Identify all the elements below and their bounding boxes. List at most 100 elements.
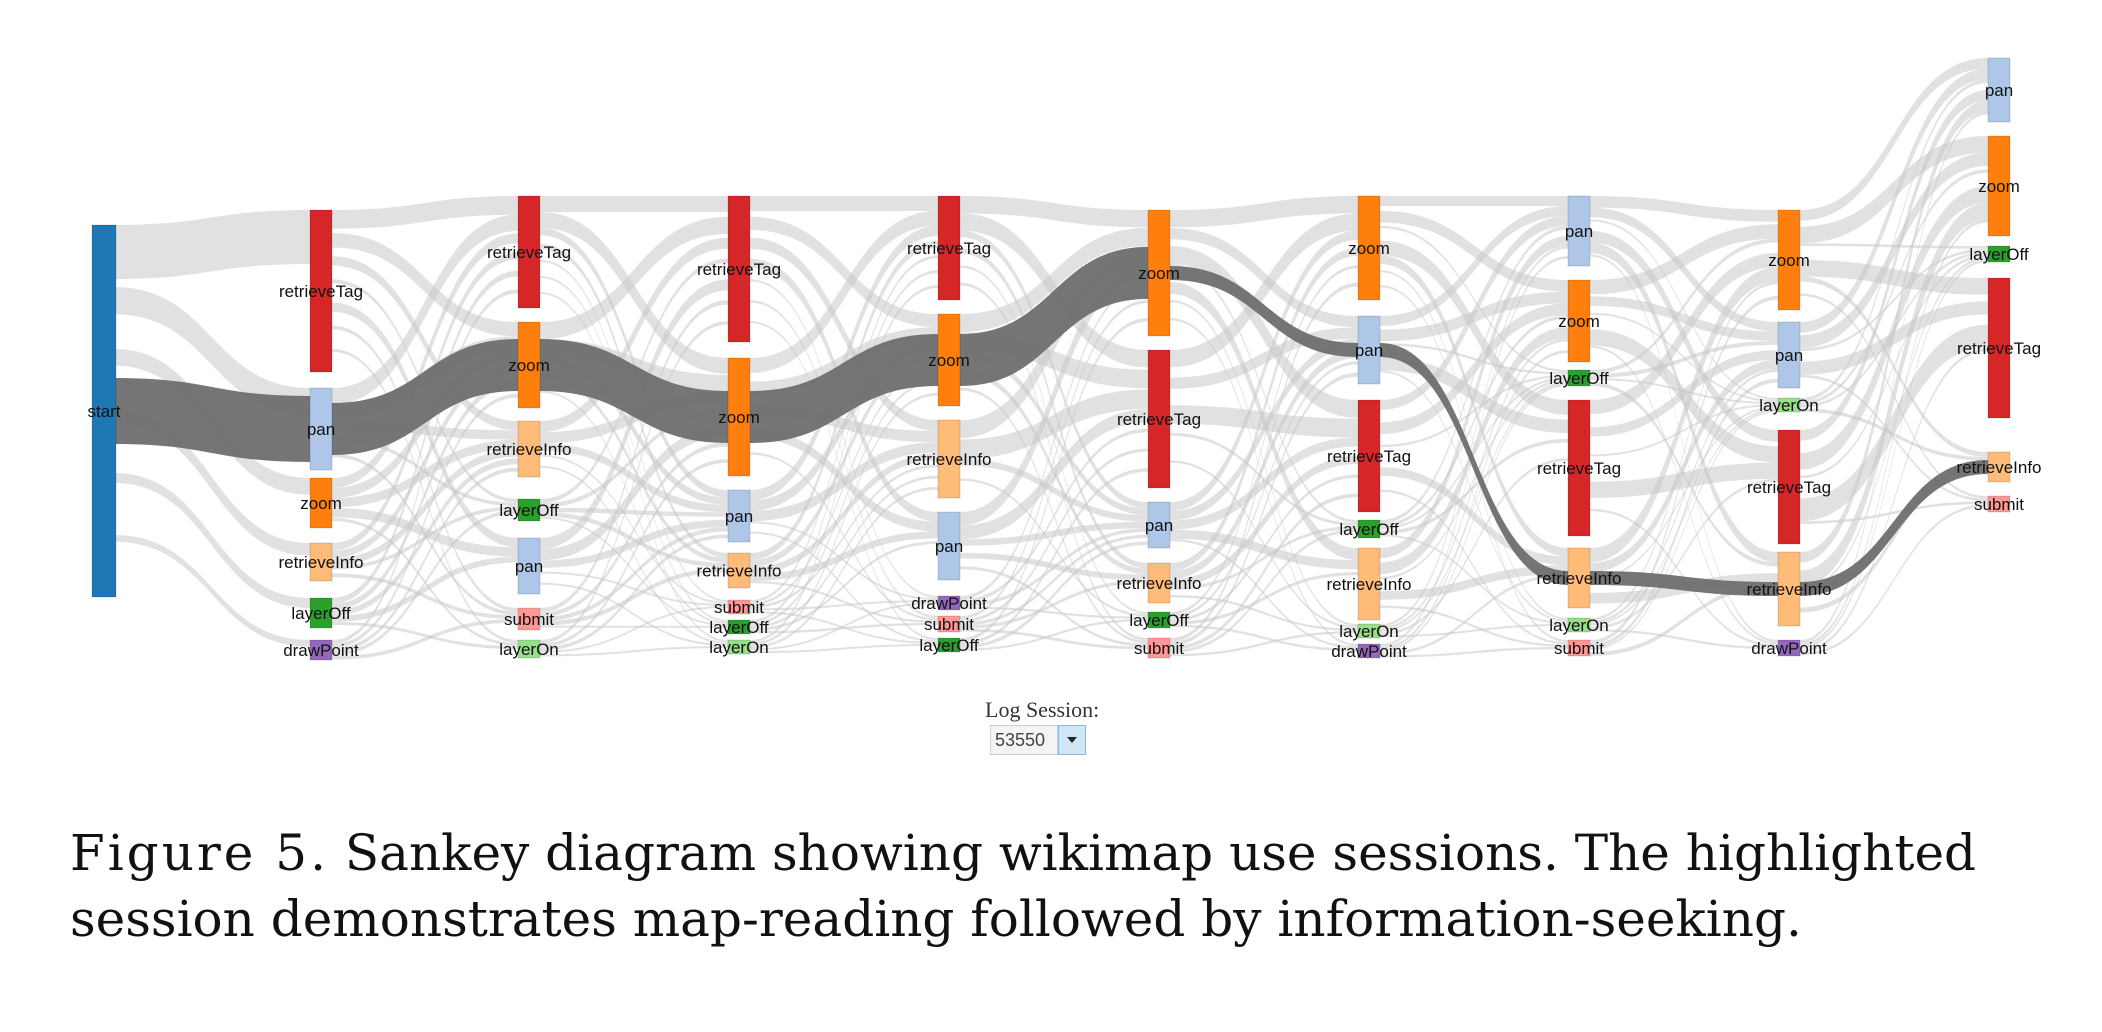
node-pan[interactable] xyxy=(309,387,333,471)
sankey-link xyxy=(1170,526,1358,590)
node-submit[interactable] xyxy=(1567,639,1591,657)
node-drawPoint[interactable] xyxy=(1777,639,1801,657)
node-retrieveTag[interactable] xyxy=(517,195,541,309)
sankey-link xyxy=(540,300,728,613)
node-pan[interactable] xyxy=(1147,501,1171,549)
sankey-link xyxy=(1590,219,1778,400)
node-retrieveTag[interactable] xyxy=(727,195,751,343)
node-drawPoint[interactable] xyxy=(309,639,333,661)
node-layerOff[interactable] xyxy=(1357,519,1381,539)
node-label: pan xyxy=(515,557,543,576)
sankey-link xyxy=(750,602,938,651)
node-zoom[interactable] xyxy=(1567,279,1591,363)
node-zoom[interactable] xyxy=(1357,195,1381,301)
sankey-link xyxy=(1800,152,1988,349)
dropdown-button[interactable] xyxy=(1058,725,1086,755)
node-layerOn[interactable] xyxy=(1357,623,1381,639)
node-drawPoint[interactable] xyxy=(937,595,961,611)
sankey-link xyxy=(1800,256,1988,592)
sankey-link xyxy=(1800,301,1988,375)
sankey-link xyxy=(1590,340,1778,378)
sankey-link xyxy=(1380,383,1568,652)
sankey-link xyxy=(332,270,518,604)
node-pan[interactable] xyxy=(517,537,541,595)
sankey-link xyxy=(1800,254,1988,479)
node-zoom[interactable] xyxy=(937,313,961,407)
node-pan[interactable] xyxy=(1987,57,2011,123)
node-submit[interactable] xyxy=(1147,637,1171,659)
node-submit[interactable] xyxy=(937,615,961,633)
node-submit[interactable] xyxy=(517,607,541,631)
sankey-link xyxy=(1800,202,1988,588)
node-zoom[interactable] xyxy=(1147,209,1171,337)
sankey-link xyxy=(750,531,938,581)
node-label: retrieveTag xyxy=(1957,339,2041,358)
node-layerOff[interactable] xyxy=(1567,369,1591,387)
node-retrieveTag[interactable] xyxy=(309,209,333,373)
node-retrieveInfo[interactable] xyxy=(517,420,541,478)
node-retrieveInfo[interactable] xyxy=(1357,547,1381,621)
node-layerOff[interactable] xyxy=(1147,611,1171,629)
node-retrieveInfo[interactable] xyxy=(1567,547,1591,609)
node-pan[interactable] xyxy=(1567,195,1591,267)
node-drawPoint[interactable] xyxy=(1357,643,1381,659)
node-submit[interactable] xyxy=(727,599,751,615)
sankey-link xyxy=(540,507,728,517)
node-retrieveInfo[interactable] xyxy=(309,542,333,582)
node-layerOn[interactable] xyxy=(727,639,751,655)
node-layerOn[interactable] xyxy=(1567,617,1591,633)
node-retrieveTag[interactable] xyxy=(937,195,961,301)
log-session-value[interactable]: 53550 xyxy=(990,725,1058,755)
node-zoom[interactable] xyxy=(309,477,333,529)
node-label: drawPoint xyxy=(1331,642,1407,661)
sankey-link xyxy=(1170,405,1358,438)
node-retrieveInfo[interactable] xyxy=(727,552,751,589)
node-retrieveTag[interactable] xyxy=(1357,399,1381,513)
node-zoom[interactable] xyxy=(727,357,751,477)
node-retrieveTag[interactable] xyxy=(1567,399,1591,537)
node-layerOff[interactable] xyxy=(517,498,541,522)
node-pan[interactable] xyxy=(1777,321,1801,389)
node-layerOff[interactable] xyxy=(1987,245,2011,263)
node-pan[interactable] xyxy=(727,489,751,543)
node-retrieveTag[interactable] xyxy=(1987,277,2011,419)
highlighted-link xyxy=(332,339,518,455)
node-layerOff[interactable] xyxy=(309,597,333,629)
sankey-link xyxy=(960,228,1148,332)
node-layerOff[interactable] xyxy=(727,619,751,635)
node-label: submit xyxy=(714,598,764,617)
sankey-link xyxy=(1590,583,1778,656)
node-retrieveInfo[interactable] xyxy=(1147,562,1171,604)
sankey-link xyxy=(540,212,728,374)
node-retrieveInfo[interactable] xyxy=(1987,451,2011,483)
node-submit[interactable] xyxy=(1987,495,2011,513)
node-zoom[interactable] xyxy=(1987,135,2011,237)
sankey-link xyxy=(540,568,728,626)
node-retrieveInfo[interactable] xyxy=(937,419,961,499)
sankey-link xyxy=(540,443,728,513)
sankey-link xyxy=(750,366,938,606)
node-zoom[interactable] xyxy=(1777,209,1801,311)
node-start[interactable] xyxy=(91,224,117,598)
log-session-select[interactable]: 53550 xyxy=(990,725,1125,755)
sankey-link xyxy=(1380,236,1568,558)
node-retrieveTag[interactable] xyxy=(1777,429,1801,545)
sankey-link xyxy=(540,356,728,505)
node-layerOff[interactable] xyxy=(937,637,961,653)
sankey-link xyxy=(1170,460,1358,629)
sankey-link xyxy=(960,534,1148,626)
node-layerOn[interactable] xyxy=(517,639,541,659)
sankey-link xyxy=(332,214,518,405)
node-retrieveTag[interactable] xyxy=(1147,349,1171,489)
node-label: zoom xyxy=(508,356,550,375)
caption-label: Figure 5. xyxy=(70,824,329,882)
node-retrieveInfo[interactable] xyxy=(1777,551,1801,627)
sankey-link xyxy=(1170,474,1358,622)
node-zoom[interactable] xyxy=(517,321,541,409)
node-layerOn[interactable] xyxy=(1777,397,1801,413)
sankey-link xyxy=(332,256,518,431)
node-pan[interactable] xyxy=(1357,315,1381,385)
sankey-link xyxy=(1170,529,1358,653)
sankey-link xyxy=(750,600,938,611)
node-pan[interactable] xyxy=(937,511,961,581)
